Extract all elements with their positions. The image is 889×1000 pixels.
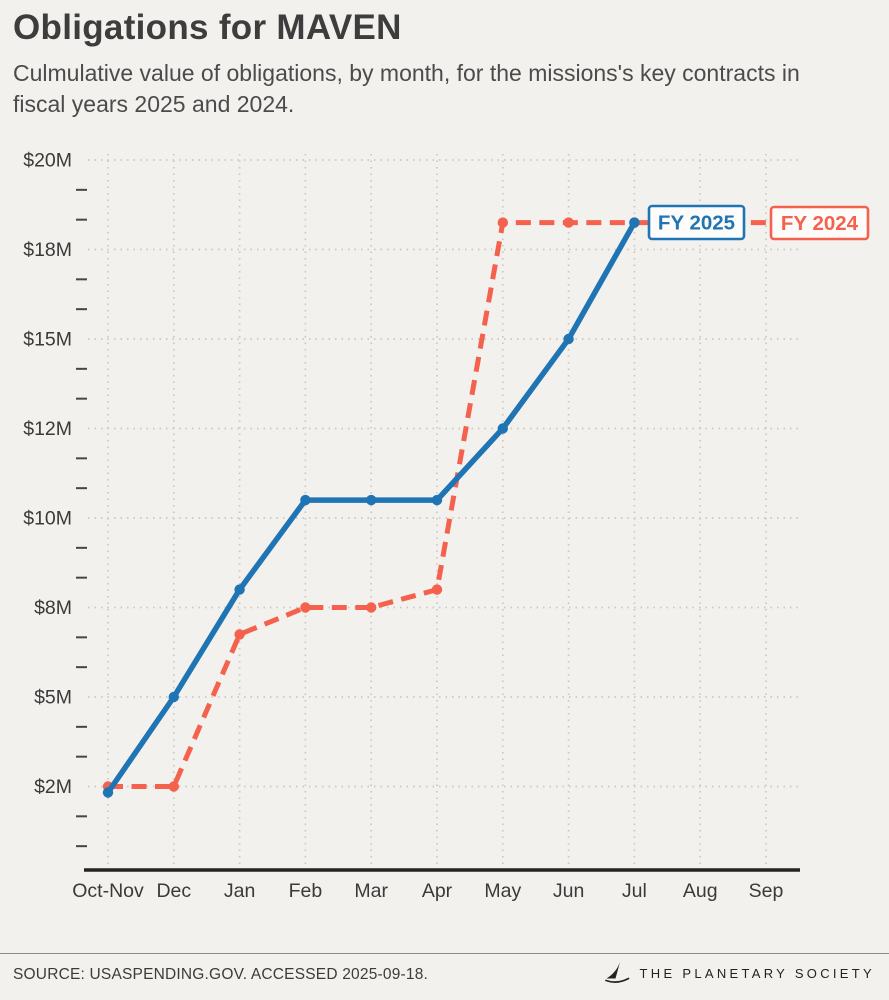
data-point-fy-2025 [234,584,245,595]
data-point-fy-2024 [168,781,179,792]
y-axis-label: $15M [23,329,72,351]
series-fy-2025 [102,217,640,798]
x-axis-label: Jul [622,880,647,902]
series-label-box [769,205,870,241]
x-axis-label: Oct-Nov [72,880,144,902]
data-point-fy-2025 [366,494,377,506]
x-axis-label: Mar [354,880,388,902]
chart-title: Obligations for MAVEN [13,8,402,47]
data-point-fy-2024 [234,629,245,640]
gridlines [88,154,800,870]
x-axis-label: Aug [683,880,718,902]
brand-text: THE PLANETARY SOCIETY [639,965,875,981]
y-minor-ticks [76,188,87,848]
y-axis-label: $2M [34,776,72,798]
data-point-fy-2025 [629,217,640,228]
data-point-fy-2025 [168,691,179,703]
data-point-fy-2024 [366,602,377,613]
chart-canvas: $20M $18M $15M $12M $10M $8M $5M $2M Oct-Nov Dec J… [23,150,870,902]
data-point-fy-2025 [431,494,443,506]
data-point-fy-2024 [300,602,311,613]
x-axis-label: Jan [224,880,255,902]
series-label-fy-2024: FY 2024 [769,205,870,241]
footer-divider [0,953,889,954]
series-line-fy-2024 [108,220,800,789]
x-axis-label: May [484,880,521,902]
series-label-text: FY 2024 [781,212,859,235]
planetary-society-logo-icon [603,961,631,985]
y-axis-label: $20M [23,150,72,172]
data-point-fy-2025 [563,333,574,345]
y-axis-label: $18M [23,239,72,261]
y-axis-label: $5M [34,687,72,709]
x-axis-label: Jun [553,880,584,902]
x-axis-label: Apr [422,880,453,902]
data-point-fy-2024 [431,584,443,595]
x-axis-label: Feb [289,880,323,902]
series-label-text: FY 2025 [658,212,735,235]
series-label-box [647,204,746,241]
data-point-fy-2025 [497,423,508,434]
data-point-fy-2024 [563,217,574,228]
y-axis-label: $10M [23,508,72,530]
x-axis-label: Dec [156,880,191,902]
series-label-fy-2025: FY 2025 [647,204,746,241]
series-fy-2024 [102,217,800,792]
x-axis-label: Sep [749,880,784,902]
data-point-fy-2024 [497,217,508,228]
data-point-fy-2025 [300,494,311,506]
y-axis-label: $12M [23,418,72,440]
y-axis-label: $8M [34,597,72,619]
chart-subtitle: Culmulative value of obligations, by mon… [13,60,800,117]
data-point-fy-2025 [102,787,114,798]
source-text: SOURCE: USASPENDING.GOV. ACCESSED 2025-0… [13,966,429,983]
brand: THE PLANETARY SOCIETY [603,961,875,985]
